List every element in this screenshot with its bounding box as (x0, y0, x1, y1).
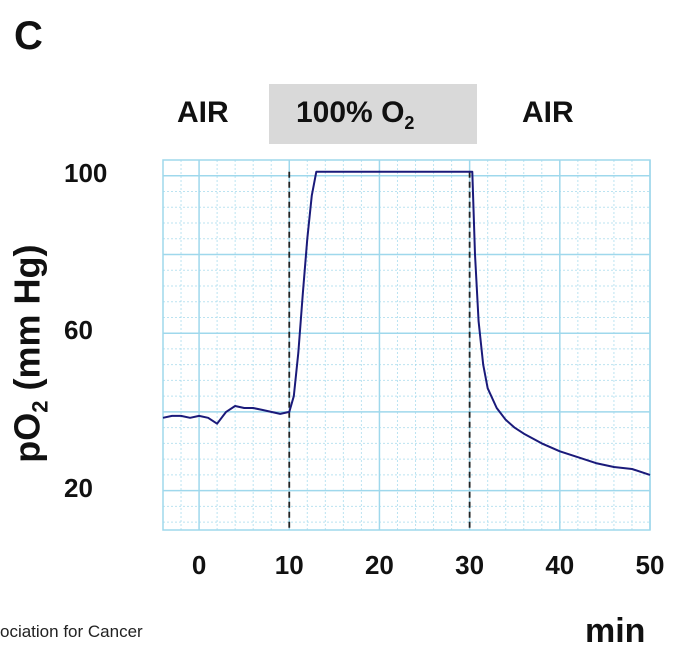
oxygen-phase-box (269, 84, 477, 144)
x-tick-label: 40 (545, 550, 575, 580)
y-tick-label: 20 (64, 472, 93, 503)
x-tick-label: 30 (455, 550, 485, 580)
condition-label-air-before: AIR (177, 96, 229, 129)
x-tick-label: 50 (635, 550, 665, 580)
y-tick-label: 60 (64, 315, 93, 346)
panel-label: C (14, 14, 43, 58)
plot-frame (162, 159, 651, 531)
x-tick-label: 0 (191, 550, 207, 580)
x-tick-label: 20 (364, 550, 394, 580)
condition-label-oxygen: 100% O2 (296, 96, 414, 134)
x-tick-label: 10 (274, 550, 304, 580)
x-axis-unit: min (585, 612, 646, 650)
y-tick-label: 100 (64, 157, 108, 188)
series-line-po2 (162, 170, 651, 476)
condition-label-oxygen-text: 100% O (296, 96, 405, 129)
condition-label-oxygen-sub: 2 (404, 113, 415, 133)
credit-text: ociation for Cancer (0, 622, 143, 641)
condition-label-air-after: AIR (522, 96, 574, 129)
